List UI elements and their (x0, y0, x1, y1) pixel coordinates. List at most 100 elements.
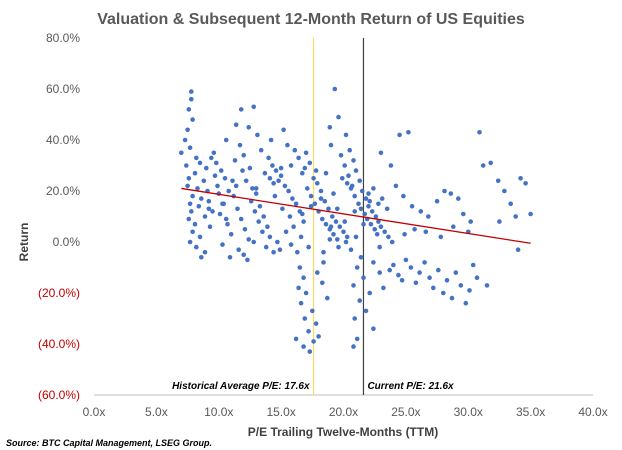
data-point (199, 196, 204, 201)
x-tick-label: 20.0x (329, 405, 358, 419)
data-point (321, 260, 326, 265)
data-point (293, 336, 299, 342)
data-point (331, 232, 336, 237)
data-point (233, 183, 239, 189)
data-point (502, 188, 507, 194)
y-tick-label: 0.0% (53, 235, 81, 249)
data-point (315, 181, 320, 186)
data-point (253, 191, 259, 196)
data-point (412, 227, 417, 232)
data-point (276, 178, 281, 184)
data-point (186, 216, 192, 222)
x-axis-tick-labels: 0.0x 5.0x 10.0x 15.0x 20.0x 25.0x 30.0x 35.0x 40… (83, 405, 608, 419)
data-point (417, 270, 422, 275)
data-point (372, 227, 378, 232)
data-point (182, 137, 188, 143)
data-point (303, 150, 309, 156)
data-point (187, 201, 193, 207)
data-point (242, 227, 248, 232)
data-point (436, 267, 441, 273)
data-point (199, 254, 204, 260)
data-point (301, 275, 306, 281)
data-point (184, 163, 189, 168)
data-point (354, 265, 360, 270)
data-point (327, 237, 333, 242)
data-point (357, 298, 363, 303)
data-points (179, 86, 533, 354)
data-point (513, 214, 518, 219)
data-point (245, 257, 250, 263)
data-point (278, 165, 284, 171)
source-note: Source: BTC Capital Management, LSEG Gro… (6, 438, 212, 448)
data-point (326, 206, 331, 212)
data-point (497, 219, 502, 224)
data-point (307, 160, 313, 166)
data-point (335, 237, 340, 242)
data-point (238, 107, 244, 112)
data-point (382, 229, 388, 235)
data-point (223, 216, 229, 222)
data-point (280, 206, 285, 212)
data-point (358, 206, 364, 212)
data-point (351, 344, 356, 349)
data-point (305, 186, 310, 191)
data-point (210, 209, 215, 214)
data-point (220, 242, 225, 247)
data-point (449, 295, 455, 301)
data-point (397, 132, 402, 138)
data-point (246, 125, 251, 130)
data-point (277, 247, 283, 252)
data-point (214, 160, 219, 166)
data-point (185, 127, 190, 133)
data-point (186, 176, 192, 181)
data-point (296, 155, 301, 161)
x-tick-label: 15.0x (266, 405, 295, 419)
data-point (241, 252, 246, 258)
data-point (223, 137, 229, 143)
data-point (196, 204, 202, 209)
data-point (363, 196, 369, 201)
data-point (308, 204, 314, 209)
data-point (340, 176, 345, 181)
data-point (374, 232, 380, 237)
data-point (306, 329, 311, 334)
data-point (262, 170, 268, 176)
data-point (318, 188, 324, 194)
data-point (215, 183, 220, 189)
data-point (323, 221, 329, 227)
data-point (378, 224, 384, 229)
data-point (467, 288, 472, 293)
data-point (396, 272, 401, 278)
data-point (387, 267, 393, 273)
data-point (206, 198, 212, 204)
data-point (369, 209, 375, 214)
data-point (303, 290, 309, 296)
data-point (343, 239, 349, 245)
data-point (300, 211, 305, 217)
data-point (438, 234, 444, 240)
data-point (371, 260, 376, 265)
data-point (348, 247, 354, 252)
data-point (463, 300, 469, 306)
data-point (528, 211, 533, 217)
data-point (313, 321, 319, 326)
data-point (373, 214, 379, 219)
data-point (348, 186, 354, 191)
data-point (190, 117, 195, 122)
data-point (189, 89, 194, 94)
data-point (515, 247, 521, 252)
data-point (408, 265, 414, 270)
data-point (227, 254, 233, 260)
data-point (240, 168, 245, 173)
data-point (453, 270, 459, 275)
data-point (409, 204, 415, 209)
data-point (389, 239, 395, 245)
data-point (301, 219, 306, 224)
data-point (377, 270, 383, 275)
data-point (323, 170, 329, 176)
data-point (192, 221, 198, 227)
data-point (195, 186, 200, 191)
data-point (310, 308, 315, 314)
data-point (246, 237, 251, 242)
